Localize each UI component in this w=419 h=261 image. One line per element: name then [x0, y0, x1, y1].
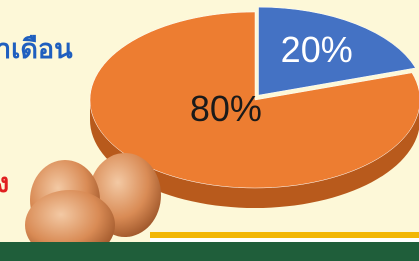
value-label: 20% — [281, 29, 353, 70]
caption-fragment: ง — [0, 168, 9, 199]
stripe — [150, 238, 419, 242]
slide: 20% 80% ำเดือน ง — [0, 0, 419, 261]
heading-fragment: ำเดือน — [0, 34, 73, 65]
value-label: 80% — [190, 88, 262, 129]
stripe — [0, 242, 419, 261]
stripe — [150, 232, 419, 238]
page: {"chart_data": {"type": "pie", "values":… — [0, 0, 419, 261]
